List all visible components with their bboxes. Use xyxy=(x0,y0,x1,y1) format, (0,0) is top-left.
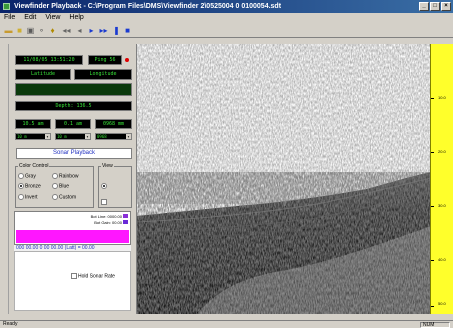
info-panel: Hold Sonar Rate xyxy=(14,251,131,311)
color-control-group xyxy=(15,166,94,208)
radio-icon xyxy=(18,173,24,179)
bottom-gain-label: Bot Gain: 00.00 xyxy=(94,220,122,225)
rewind-icon[interactable]: ◂◂ xyxy=(62,26,71,35)
horizontal-scrollbar[interactable] xyxy=(136,314,430,320)
ruler-tick xyxy=(431,206,434,207)
chevron-down-icon: ▾ xyxy=(45,134,50,139)
open-file-icon[interactable]: ■ xyxy=(17,26,22,35)
minimize-button[interactable]: _ xyxy=(419,2,429,11)
menu-edit[interactable]: Edit xyxy=(24,14,37,21)
position-strip xyxy=(15,83,132,96)
view-group xyxy=(98,166,132,208)
checkbox-icon xyxy=(71,273,77,279)
open-folder-icon[interactable]: ▬ xyxy=(4,26,13,35)
menu-bar: File Edit View Help xyxy=(0,13,453,23)
ruler-label: 10.0 xyxy=(438,95,446,100)
bottom-line-label: Bot Line: 0000.00 xyxy=(90,214,122,219)
coordinate-readout: 000 00.00 0 00 00.00 (Latt) = 00.00 xyxy=(14,245,131,251)
color-rainbow-label: Rainbow xyxy=(59,173,79,180)
status-text: Ready xyxy=(3,321,18,327)
ruler-tick xyxy=(431,98,434,99)
range-a-select[interactable]: 10 m ▾ xyxy=(15,133,51,140)
ruler-label: 40.0 xyxy=(438,257,446,262)
ruler-tick xyxy=(431,260,434,261)
num-lock-indicator: NUM xyxy=(420,322,450,328)
color-invert-radio[interactable]: Invert xyxy=(18,194,38,200)
range-a-display: 10.5 am xyxy=(15,119,51,129)
echogram-image xyxy=(137,44,430,314)
stop-icon[interactable]: ■ xyxy=(125,26,130,35)
color-blue-radio[interactable]: Blue xyxy=(52,183,69,189)
color-preview-box: Bot Line: 0000.00 Bot Gain: 00.00 xyxy=(14,211,131,245)
ruler-label: 50.0 xyxy=(438,301,446,306)
magnify-icon[interactable]: ∘ xyxy=(38,26,44,35)
color-invert-label: Invert xyxy=(25,194,38,201)
range-c-select[interactable]: 0968 ▾ xyxy=(95,133,132,140)
pause-icon[interactable]: ❚ xyxy=(113,26,120,35)
color-custom-radio[interactable]: Custom xyxy=(52,194,76,200)
range-c-display: 0968 mm xyxy=(95,119,132,129)
radio-icon xyxy=(18,194,24,200)
datetime-display: 11/08/05 13:51:20 xyxy=(15,55,83,65)
save-icon[interactable]: ▣ xyxy=(26,26,35,35)
radio-icon xyxy=(18,183,24,189)
checkbox-icon xyxy=(101,199,107,205)
ruler-tick xyxy=(431,152,434,153)
color-bronze-label: Bronze xyxy=(25,183,41,190)
ping-display: Ping 56 xyxy=(88,55,122,65)
title-bar: Viewfinder Playback - C:\Program Files\D… xyxy=(0,0,453,13)
view-group-label: View xyxy=(101,163,114,169)
menu-view[interactable]: View xyxy=(45,14,61,21)
latitude-display: Latitude xyxy=(15,69,71,80)
range-c-value: 0968 xyxy=(97,134,107,139)
depth-display: Depth: 136.5 xyxy=(15,101,132,111)
menu-file[interactable]: File xyxy=(4,14,16,21)
left-scroll-strip[interactable] xyxy=(0,44,9,314)
back-icon[interactable]: ◂ xyxy=(77,26,82,35)
fast-forward-icon[interactable]: ▸▸ xyxy=(99,26,108,35)
window-title: Viewfinder Playback - C:\Program Files\D… xyxy=(14,3,282,10)
chevron-down-icon: ▾ xyxy=(85,134,90,139)
record-indicator-icon xyxy=(125,58,129,62)
longitude-display: Longitude xyxy=(74,69,132,80)
color-control-label: Color Control xyxy=(18,163,50,169)
ruler-tick xyxy=(431,306,434,307)
sonar-echogram[interactable] xyxy=(136,44,430,314)
color-custom-label: Custom xyxy=(59,194,77,201)
ruler-label: 30.0 xyxy=(438,203,446,208)
play-icon[interactable]: ▸ xyxy=(89,26,94,35)
color-swatch xyxy=(123,214,128,218)
color-gray-radio[interactable]: Gray xyxy=(18,173,36,179)
ruler-label: 20.0 xyxy=(438,149,446,154)
close-button[interactable]: × xyxy=(441,2,451,11)
range-b-value: 10 m xyxy=(57,134,67,139)
status-bar: Ready NUM xyxy=(0,320,453,328)
maximize-button[interactable]: □ xyxy=(430,2,440,11)
range-b-select[interactable]: 10 m ▾ xyxy=(55,133,91,140)
color-blue-label: Blue xyxy=(59,183,70,190)
color-rainbow-radio[interactable]: Rainbow xyxy=(52,173,78,179)
radio-icon xyxy=(52,194,58,200)
color-bronze-radio[interactable]: Bronze xyxy=(18,183,41,189)
hold-sonar-rate-checkbox[interactable]: Hold Sonar Rate xyxy=(71,273,115,279)
color-scale-bar xyxy=(16,230,129,243)
hold-sonar-rate-label: Hold Sonar Rate xyxy=(78,273,115,280)
view-checkbox[interactable] xyxy=(101,199,108,205)
view-radio[interactable] xyxy=(101,183,108,189)
range-b-display: 0.1 am xyxy=(55,119,91,129)
radio-icon xyxy=(52,173,58,179)
radio-icon xyxy=(101,183,107,189)
depth-ruler: 10.0 20.0 30.0 40.0 50.0 xyxy=(430,44,453,314)
sonar-playback-button[interactable]: Sonar Playback xyxy=(16,148,132,159)
color-swatch xyxy=(123,220,128,224)
radio-icon xyxy=(52,183,58,189)
menu-help[interactable]: Help xyxy=(69,14,84,21)
chevron-down-icon: ▾ xyxy=(126,134,131,139)
color-gray-label: Gray xyxy=(25,173,36,180)
marker-icon[interactable]: ♦ xyxy=(50,26,55,35)
toolbar: ▬ ■ ▣ ∘ ♦ ◂◂ ◂ ▸ ▸▸ ❚ ■ xyxy=(0,23,453,38)
range-a-value: 10 m xyxy=(17,134,27,139)
app-icon xyxy=(3,3,10,10)
